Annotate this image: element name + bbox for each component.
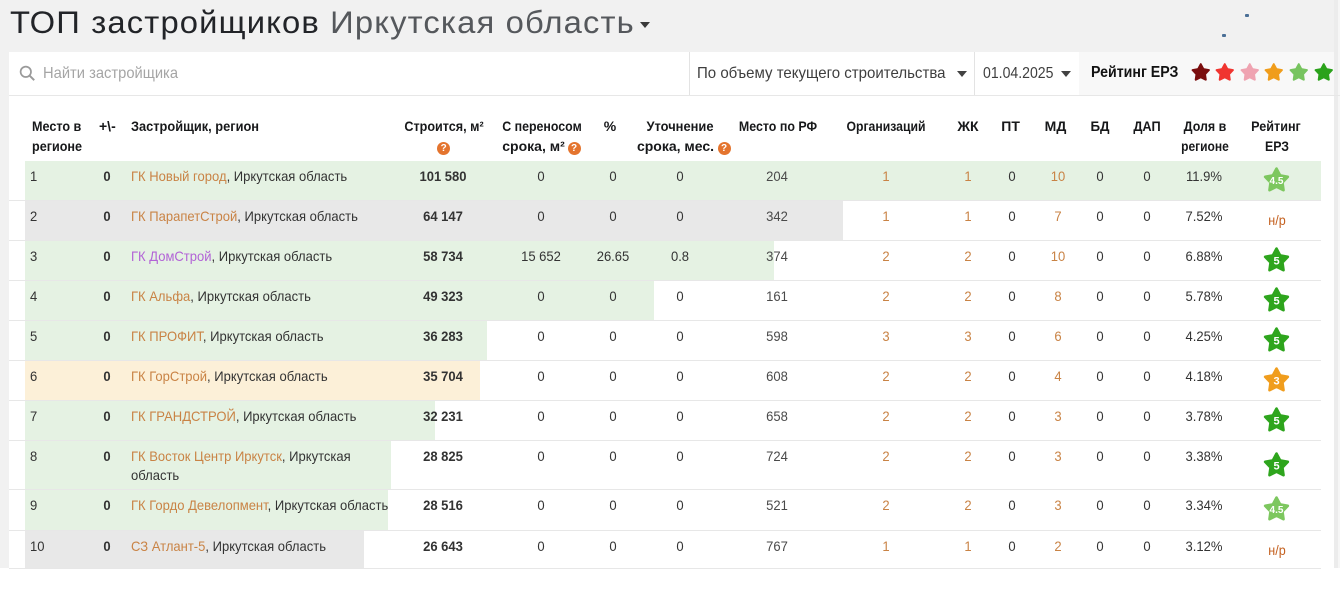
svg-text:4.5: 4.5 — [1269, 505, 1283, 516]
svg-text:5: 5 — [1273, 415, 1279, 427]
svg-text:5: 5 — [1273, 295, 1279, 307]
svg-text:3: 3 — [1273, 375, 1279, 387]
svg-text:5: 5 — [1273, 460, 1279, 472]
svg-text:5: 5 — [1273, 335, 1279, 347]
svg-text:5: 5 — [1273, 255, 1279, 267]
svg-text:4.5: 4.5 — [1269, 176, 1283, 187]
